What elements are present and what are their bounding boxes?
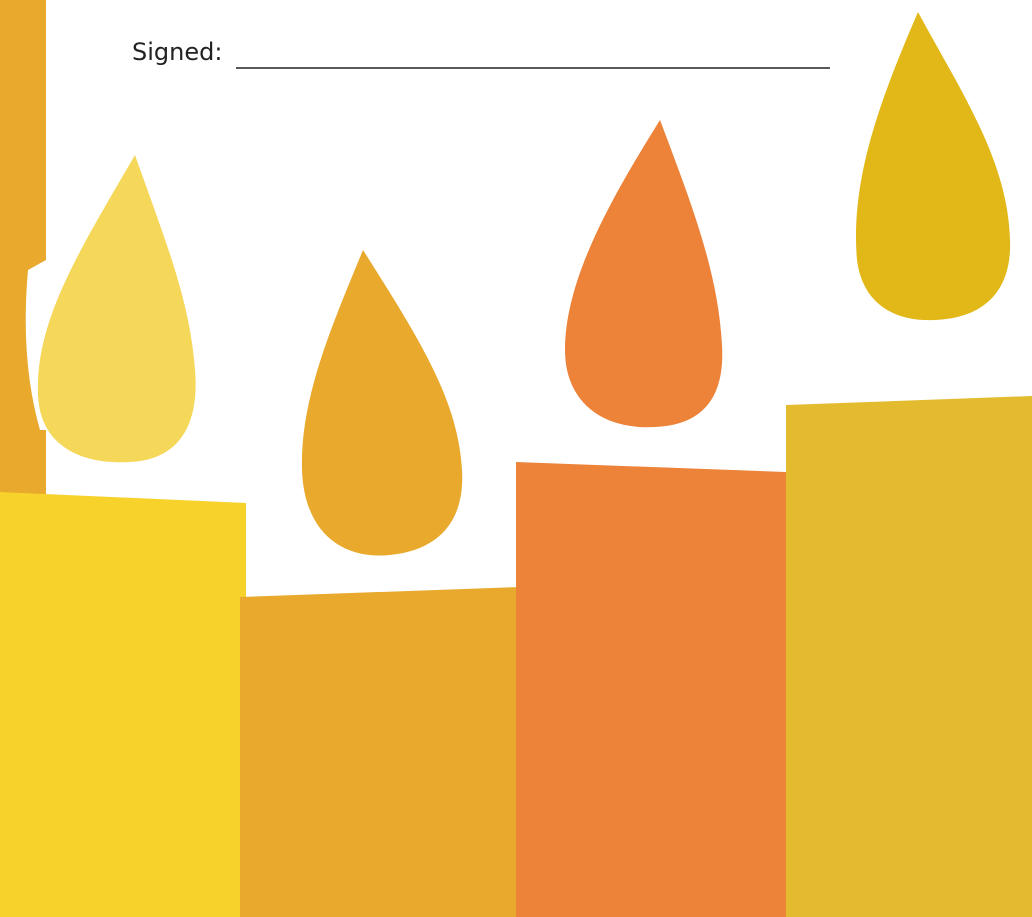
candle (240, 587, 520, 917)
signature-label: Signed: (132, 38, 223, 66)
flame (301, 250, 463, 556)
flame (565, 120, 723, 428)
candle (516, 462, 790, 917)
candle (0, 492, 246, 917)
candle (786, 396, 1032, 917)
flame (37, 155, 196, 463)
flame (855, 12, 1011, 321)
